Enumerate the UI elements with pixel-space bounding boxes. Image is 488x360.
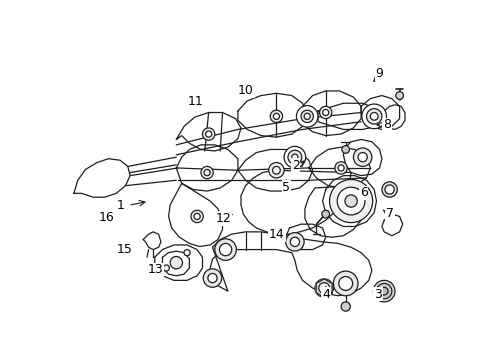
Polygon shape [143, 232, 161, 249]
Polygon shape [176, 112, 241, 151]
Circle shape [203, 170, 210, 176]
Circle shape [376, 283, 391, 299]
Circle shape [291, 154, 297, 160]
Text: 15: 15 [116, 243, 132, 256]
Polygon shape [176, 145, 238, 191]
Circle shape [205, 131, 211, 137]
Circle shape [361, 104, 386, 129]
Circle shape [321, 210, 329, 218]
Polygon shape [210, 232, 371, 296]
Text: 10: 10 [238, 84, 253, 97]
Circle shape [296, 105, 317, 127]
Circle shape [337, 187, 364, 215]
Polygon shape [302, 91, 360, 136]
Text: 1: 1 [117, 199, 124, 212]
Circle shape [194, 213, 200, 220]
Circle shape [357, 153, 366, 162]
Polygon shape [317, 103, 381, 130]
Circle shape [214, 239, 236, 260]
Circle shape [366, 109, 381, 124]
Circle shape [301, 110, 313, 122]
Polygon shape [162, 251, 189, 276]
Polygon shape [381, 214, 402, 236]
Circle shape [334, 162, 346, 174]
Text: 5: 5 [282, 181, 290, 194]
Circle shape [304, 113, 310, 120]
Text: 6: 6 [359, 186, 367, 199]
Circle shape [353, 148, 371, 166]
Text: 4: 4 [321, 288, 329, 301]
Circle shape [329, 180, 372, 222]
Text: 12: 12 [215, 212, 231, 225]
Polygon shape [308, 147, 369, 188]
Circle shape [190, 210, 203, 222]
Circle shape [322, 109, 328, 116]
Polygon shape [238, 149, 312, 191]
Circle shape [207, 274, 217, 283]
Circle shape [341, 145, 349, 153]
Polygon shape [285, 224, 325, 249]
Text: 13: 13 [147, 264, 163, 276]
Circle shape [384, 185, 393, 194]
Circle shape [203, 269, 221, 287]
Circle shape [202, 128, 214, 140]
Polygon shape [316, 279, 331, 297]
Text: 8: 8 [382, 118, 390, 131]
Circle shape [373, 280, 394, 302]
Circle shape [318, 283, 329, 293]
Circle shape [337, 165, 344, 171]
Circle shape [395, 92, 403, 99]
Circle shape [337, 208, 344, 214]
Polygon shape [74, 159, 130, 197]
Polygon shape [360, 95, 399, 130]
Polygon shape [238, 93, 306, 137]
Circle shape [381, 182, 396, 197]
Circle shape [285, 233, 304, 251]
Polygon shape [305, 186, 364, 237]
Circle shape [380, 287, 387, 295]
Text: 9: 9 [375, 67, 383, 80]
Text: 2: 2 [291, 159, 299, 172]
Circle shape [341, 302, 349, 311]
Text: 14: 14 [268, 228, 285, 241]
Circle shape [338, 276, 352, 291]
Polygon shape [343, 139, 381, 176]
Circle shape [284, 147, 305, 168]
Circle shape [333, 271, 357, 296]
Polygon shape [241, 170, 350, 234]
Circle shape [219, 243, 231, 256]
Text: 11: 11 [188, 95, 203, 108]
Circle shape [334, 205, 346, 217]
Circle shape [344, 195, 357, 207]
Circle shape [273, 113, 279, 120]
Circle shape [290, 237, 299, 247]
Polygon shape [168, 183, 222, 247]
Circle shape [369, 112, 377, 120]
Polygon shape [384, 105, 404, 130]
Text: 7: 7 [385, 207, 393, 220]
Circle shape [319, 106, 331, 119]
Text: 16: 16 [99, 211, 114, 224]
Polygon shape [322, 176, 376, 226]
Circle shape [287, 150, 301, 164]
Circle shape [170, 256, 182, 269]
Circle shape [270, 110, 282, 122]
Circle shape [201, 166, 213, 179]
Circle shape [272, 166, 280, 174]
Circle shape [183, 249, 190, 256]
Circle shape [163, 265, 169, 271]
Circle shape [268, 163, 284, 178]
Polygon shape [154, 245, 202, 280]
Text: 3: 3 [373, 288, 381, 301]
Circle shape [314, 279, 333, 297]
